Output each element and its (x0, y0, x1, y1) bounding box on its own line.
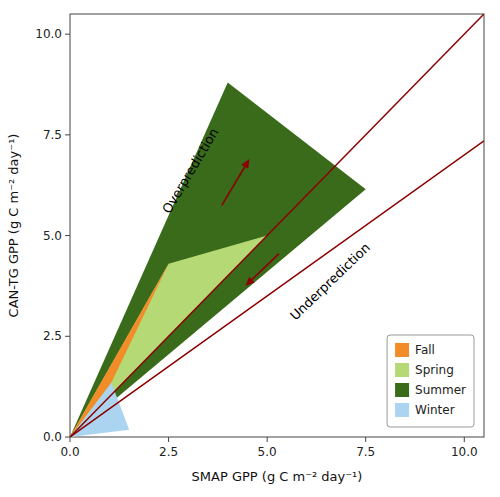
x-tick (464, 437, 465, 442)
legend-swatch (395, 343, 409, 357)
x-tick-label: 0.0 (60, 445, 79, 459)
y-tick (65, 235, 70, 236)
annotations: Overprediction Underprediction (159, 126, 373, 324)
y-tick (65, 437, 70, 438)
y-tick-label: 10.0 (35, 27, 62, 41)
legend-box (387, 335, 474, 427)
x-tick (70, 437, 71, 442)
background (0, 0, 500, 497)
x-tick-label: 5.0 (258, 445, 277, 459)
y-tick-label: 2.5 (43, 329, 62, 343)
annotation-text: Overprediction (159, 126, 221, 217)
legend-swatch (395, 383, 409, 397)
x-tick-label: 2.5 (159, 445, 178, 459)
x-tick (365, 437, 366, 442)
y-tick-label: 0.0 (43, 430, 62, 444)
legend-label: Fall (415, 343, 435, 357)
axes: 0.0 2.5 5.0 7.5 10.0 0.0 2.5 5.0 7.5 10.0 SMAP GPP… (6, 27, 478, 484)
legend-label: Winter (415, 403, 455, 417)
legend-label: Summer (415, 383, 466, 397)
x-tick-label: 7.5 (356, 445, 375, 459)
plot-area (70, 14, 484, 437)
plot-frame (70, 14, 484, 437)
annotation-arrow (222, 159, 250, 205)
x-tick (267, 437, 268, 442)
x-axis-label: SMAP GPP (g C m⁻² day⁻¹) (192, 469, 363, 484)
annotation-arrow (245, 254, 279, 286)
y-tick (65, 34, 70, 35)
y-tick (65, 336, 70, 337)
reference-line (70, 14, 484, 437)
legend-swatch (395, 363, 409, 377)
legend-swatch (395, 403, 409, 417)
y-axis-label: CAN-TG GPP (g C m⁻² day⁻¹) (6, 134, 21, 318)
y-tick-label: 5.0 (43, 229, 62, 243)
y-tick-label: 7.5 (43, 128, 62, 142)
legend: Fall Spring Summer Winter (387, 335, 474, 427)
y-tick (65, 134, 70, 135)
reference-line (70, 141, 484, 437)
season-polygon (70, 82, 366, 437)
annotation-text: Underprediction (287, 240, 373, 323)
x-tick (168, 437, 169, 442)
legend-label: Spring (415, 363, 454, 377)
x-tick-label: 10.0 (451, 445, 478, 459)
chart: 0.0 2.5 5.0 7.5 10.0 0.0 2.5 5.0 7.5 10.0 SMAP GPP… (0, 0, 500, 497)
